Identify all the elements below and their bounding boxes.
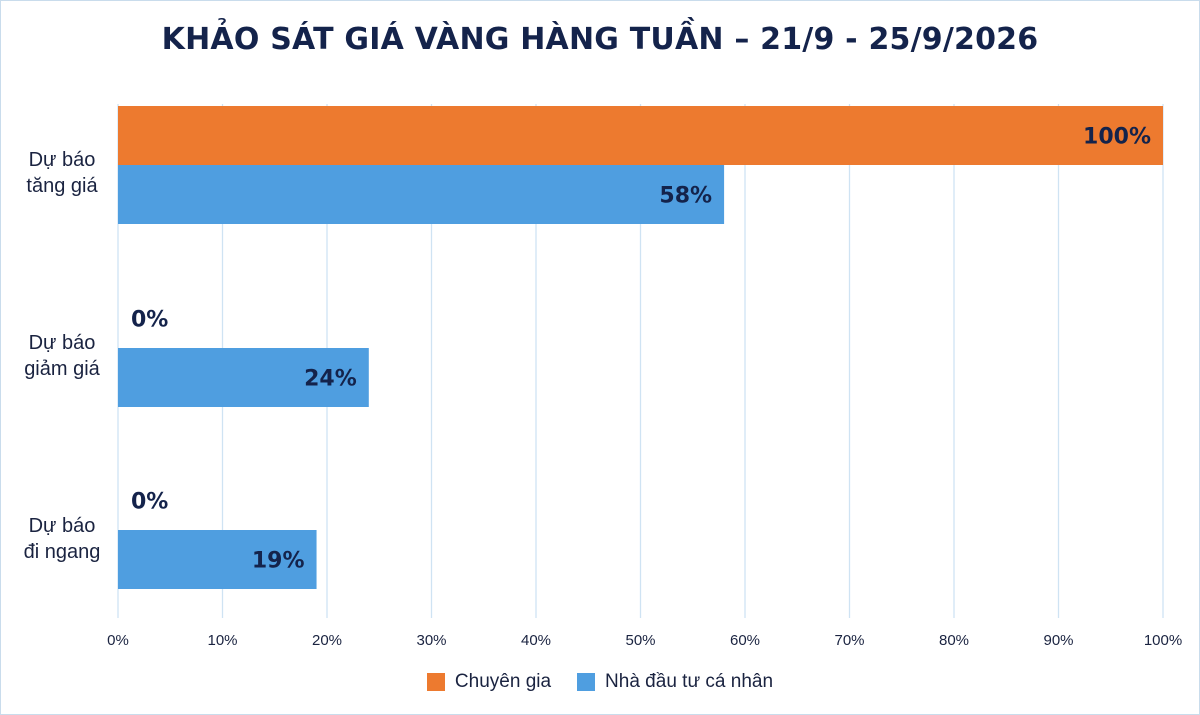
legend-swatch xyxy=(426,673,445,691)
bar xyxy=(118,165,725,224)
bar xyxy=(118,348,369,407)
x-tick-label: 30% xyxy=(416,632,446,649)
x-tick-label: 40% xyxy=(521,632,551,649)
data-label: 58% xyxy=(659,184,712,209)
legend: Chuyên gia Nhà đầu tư cá nhân xyxy=(0,671,1200,693)
x-tick-label: 50% xyxy=(625,632,655,649)
category-label-line: giảm giá xyxy=(24,358,100,380)
category-label-line: Dự báo xyxy=(28,515,96,537)
x-tick-label: 80% xyxy=(939,632,969,649)
x-tick-label: 70% xyxy=(834,632,864,649)
bar xyxy=(118,106,1163,165)
category-label-line: Dự báo xyxy=(28,332,96,354)
category-label-line: Dự báo xyxy=(28,149,96,171)
legend-label: Chuyên gia xyxy=(454,671,552,692)
x-tick-label: 90% xyxy=(1043,632,1073,649)
category-label-line: đi ngang xyxy=(23,541,101,563)
x-tick-label: 0% xyxy=(107,632,129,649)
data-label: 24% xyxy=(304,367,357,392)
data-label: 100% xyxy=(1083,125,1151,150)
data-label: 0% xyxy=(131,308,168,333)
x-tick-label: 100% xyxy=(1144,632,1182,649)
category-label-decrease: Dự báo giảm giá xyxy=(14,330,110,382)
data-label: 0% xyxy=(131,490,168,515)
legend-swatch xyxy=(577,673,596,691)
x-tick-label: 20% xyxy=(312,632,342,649)
category-label-line: tăng giá xyxy=(26,175,98,197)
legend-item-investors: Nhà đầu tư cá nhân xyxy=(577,671,773,693)
x-axis-ticks: 0% 10% 20% 30% 40% 50% 60% 70% 80% 90% 100% xyxy=(107,632,1182,649)
chart-title: KHẢO SÁT GIÁ VÀNG HÀNG TUẦN – 21/9 - 25/… xyxy=(161,22,1039,57)
category-label-increase: Dự báo tăng giá xyxy=(14,147,110,199)
legend-item-experts: Chuyên gia xyxy=(426,671,552,693)
data-label: 19% xyxy=(252,549,305,574)
legend-label: Nhà đầu tư cá nhân xyxy=(605,671,774,692)
x-tick-label: 60% xyxy=(730,632,760,649)
x-tick-label: 10% xyxy=(207,632,237,649)
bar xyxy=(118,530,317,589)
category-label-sideways: Dự báo đi ngang xyxy=(14,513,110,565)
bars: 100% 58% 0% 24% 0% 19% xyxy=(118,106,1163,589)
